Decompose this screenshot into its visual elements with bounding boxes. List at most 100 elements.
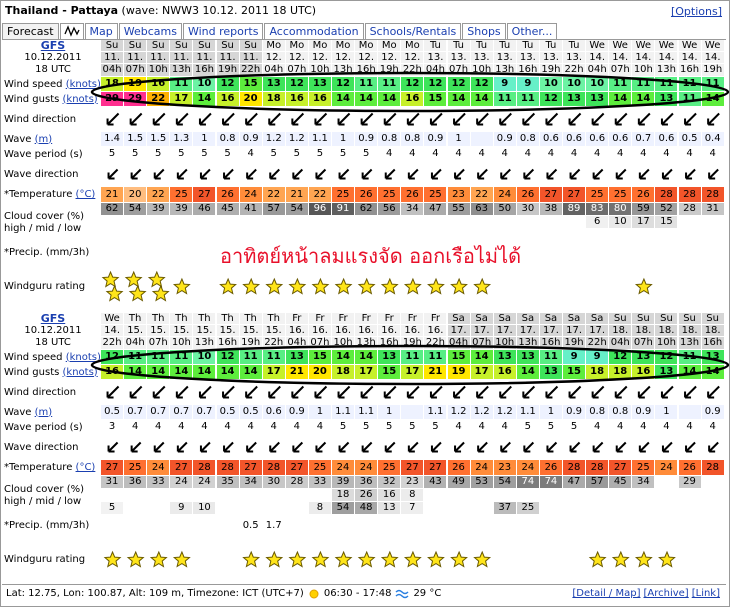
column-hours: 16h — [539, 337, 563, 350]
row-label-text: *Precip. (mm/3h) — [4, 247, 90, 258]
options-link[interactable]: [Options] — [670, 5, 722, 18]
wave_period-cell: 5 — [285, 147, 309, 162]
wave_period-cell: 4 — [655, 420, 679, 435]
row-label-text: Wind speed — [4, 78, 63, 90]
wind_speed-cell: 11 — [147, 350, 171, 365]
wind_gusts-cell: 14 — [632, 92, 656, 107]
column-hours: 10h — [632, 64, 656, 77]
wind_gusts-cell: 14 — [124, 365, 148, 380]
column-hours: 07h — [124, 64, 148, 77]
wave_period-cell: 4 — [193, 420, 217, 435]
column-days: Tu — [424, 40, 448, 52]
footer-link[interactable]: [Link] — [691, 588, 720, 599]
column-days: Tu — [539, 40, 563, 52]
cloud_mid-cell — [147, 489, 171, 502]
cloud_mid-cell — [285, 216, 309, 229]
column-days: Fr — [378, 313, 402, 325]
wave_period-cell: 4 — [216, 420, 240, 435]
footer: Lat: 12.75, Lon: 100.87, Alt: 109 m, Tim… — [2, 584, 726, 602]
column-hours: 16h — [516, 64, 540, 77]
footer-link[interactable]: [Detail / Map] — [572, 588, 641, 599]
column-dates: 18. — [632, 325, 656, 337]
wind_gusts-cell: 14 — [193, 365, 217, 380]
temperature-cell: 24 — [655, 460, 679, 476]
row-label-text: Wind speed — [4, 351, 63, 363]
wave-cell: 1.1 — [424, 405, 448, 420]
column-hours: 16h — [355, 64, 379, 77]
column-dates: 12. — [378, 52, 402, 64]
wind_speed-cell: 13 — [701, 350, 725, 365]
wave-cell: 0.6 — [262, 405, 286, 420]
wave-info: (wave: NWW3 10.12. 2011 18 UTC) — [121, 4, 317, 17]
row-label: Wave direction — [4, 162, 102, 187]
wave-cell: 0.9 — [285, 405, 309, 420]
wind_gusts-cell: 29 — [101, 92, 125, 107]
row-label-unit[interactable]: (m) — [34, 133, 53, 145]
row-label-unit[interactable]: (°C) — [75, 462, 96, 473]
column-hours: 10h — [308, 64, 332, 77]
column-dates: 16. — [378, 325, 402, 337]
precip-cell — [586, 242, 610, 264]
column-dates: 14. — [609, 52, 633, 64]
wave_period-cell: 5 — [401, 420, 425, 435]
row-label: Windguru rating — [4, 537, 102, 583]
row-label-unit[interactable]: (°C) — [75, 189, 96, 200]
wind_speed-cell: 13 — [632, 350, 656, 365]
cloud_low-cell — [539, 502, 563, 515]
wave_period-cell: 5 — [332, 147, 356, 162]
tab[interactable]: Map — [84, 23, 118, 39]
cloud_low-cell — [308, 229, 332, 242]
row-label-unit[interactable]: (knots) — [62, 366, 98, 378]
column-dates: 17. — [493, 325, 517, 337]
temperature-cell: 28 — [193, 460, 217, 476]
precip-cell — [355, 515, 379, 537]
column-hours: 16h — [193, 64, 217, 77]
column-hours: 13h — [193, 337, 217, 350]
temperature-cell: 24 — [470, 460, 494, 476]
row-label-line: Wind gusts (knots) — [4, 367, 102, 379]
column-hours: 16h — [678, 64, 702, 77]
model-date: 10.12.2011 — [24, 52, 82, 63]
column-hours: 22h — [424, 337, 448, 350]
tab[interactable]: Schools/Rentals — [364, 23, 462, 39]
tab[interactable]: Forecast — [2, 23, 59, 39]
wave_period-cell: 4 — [493, 147, 517, 162]
wave-cell: 0.5 — [678, 132, 702, 147]
tab[interactable]: Other... — [506, 23, 558, 39]
row-label: *Temperature (°C) — [4, 460, 102, 476]
row-label-unit[interactable]: (knots) — [65, 78, 101, 90]
column-days: Mo — [332, 40, 356, 52]
footer-link[interactable]: [Archive] — [643, 588, 689, 599]
column-days: Sa — [586, 313, 610, 325]
row-label-line: Wind gusts (knots) — [4, 94, 102, 106]
column-dates: 14. — [701, 52, 725, 64]
row-label: *Precip. (mm/3h) — [4, 242, 102, 264]
model-link[interactable]: GFS — [40, 39, 66, 52]
temperature-cell: 25 — [609, 187, 633, 203]
wave_period-cell: 4 — [609, 147, 633, 162]
wind_speed-cell: 14 — [470, 350, 494, 365]
row-label-unit[interactable]: (m) — [34, 406, 53, 418]
cloud_low-cell — [101, 229, 125, 242]
column-hours: 07h — [147, 337, 171, 350]
tab[interactable]: Webcams — [118, 23, 182, 39]
column-days: Su — [147, 40, 171, 52]
temperature-cell: 25 — [424, 187, 448, 203]
column-days: Fr — [401, 313, 425, 325]
cloud_high-cell: 46 — [193, 203, 217, 216]
graph-tab[interactable] — [59, 23, 84, 39]
tab[interactable]: Shops — [462, 23, 506, 39]
cloud_low-cell: 7 — [401, 502, 425, 515]
column-dates: 16. — [401, 325, 425, 337]
precip-cell — [216, 515, 240, 537]
row-label-unit[interactable]: (knots) — [62, 93, 98, 105]
model-link[interactable]: GFS — [40, 312, 66, 325]
row-label-unit[interactable]: (knots) — [65, 351, 101, 363]
tab[interactable]: Wind reports — [182, 23, 264, 39]
wind_speed-cell: 14 — [355, 350, 379, 365]
cloud_high-cell: 89 — [563, 203, 587, 216]
tab[interactable]: Accommodation — [264, 23, 364, 39]
column-days: Su — [193, 40, 217, 52]
wind_gusts-cell: 14 — [355, 92, 379, 107]
